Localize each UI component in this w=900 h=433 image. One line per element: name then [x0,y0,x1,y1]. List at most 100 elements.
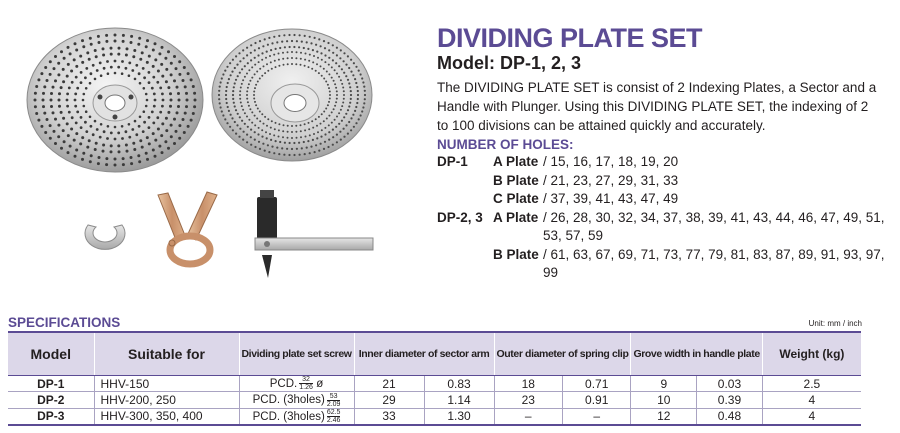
plate-hole [169,61,173,65]
plate-hole [257,54,260,57]
plate-hole [319,142,322,145]
plate-hole [141,130,145,134]
plate-hole [328,131,331,134]
plate-hole [356,93,360,97]
plate-hole [278,153,281,156]
plate-hole [189,78,193,82]
plate-hole [243,122,246,125]
holes-values: / 37, 39, 41, 43, 47, 49 [543,191,679,206]
plate-hole [298,46,301,49]
unit-note: Unit: mm / inch [808,319,862,328]
plate-hole [88,115,92,119]
plate-hole [273,128,276,131]
plate-hole [227,78,230,81]
plate-hole [267,118,270,121]
plate-hole [333,69,336,72]
plate-hole [178,72,182,76]
plate-hole [291,125,293,127]
plate-hole [246,90,249,93]
plate-hole [268,36,271,40]
plate-hole [48,136,52,140]
plate-hole [295,147,298,150]
plate-hole [51,85,55,89]
plate-hole [37,118,41,122]
plate-hole [328,97,331,100]
plate-hole [218,85,221,88]
plate-hole [246,133,249,136]
plate-hole [339,130,342,133]
plate-hole [52,129,56,133]
plate-hole [251,76,254,79]
plate-hole [327,63,330,66]
plate-hole [315,43,318,46]
plate-hole [254,124,257,127]
cell-model: DP-1 [8,375,94,393]
plate-hole [279,140,282,144]
plate-hole [225,101,228,105]
plate-hole [129,41,133,44]
plate-hole [128,61,132,65]
plate-hole [85,130,89,134]
plate-hole [326,83,329,86]
plate-hole [311,49,314,52]
plate-hole [229,113,232,116]
plate-hole [283,153,286,156]
spring-clip [84,224,126,250]
plate-hole [33,105,37,109]
plate-hole [274,47,277,51]
plate-hole [175,85,179,89]
plate-hole [249,51,252,54]
plate-hole [317,115,320,118]
plate-hole [246,54,249,57]
plate-hole [320,135,323,138]
plate-hole [229,74,232,77]
plate-hole [186,124,190,128]
plate-hole [341,105,344,108]
table-row: DP-3 HHV-300, 350, 400 PCD. (3holes) 62.5… [8,408,861,426]
plate-hole [109,46,113,50]
plate-hole [143,120,147,124]
plate-hole [226,65,229,68]
plate-hole [318,38,321,41]
plate-hole [324,126,327,129]
plate-hole [345,112,348,115]
plate-hole [121,163,125,167]
plate-hole [299,124,302,127]
plate-hole [117,150,121,154]
holes-row: C Plate / 37, 39, 41, 43, 47, 49 [437,190,892,209]
plate-hole [81,39,84,43]
plate-hole [325,117,328,120]
plate-hole [317,56,319,59]
plate-hole [286,40,289,43]
plate-hole [94,141,98,145]
plate-hole [224,118,227,121]
plate-hole [242,108,245,111]
plate-hole [105,163,109,167]
plate-hole [145,60,149,64]
plate-hole [271,42,274,45]
plate-hole [335,97,338,100]
plate-hole [239,94,241,96]
plate-hole [330,121,333,124]
plate-hole [241,119,244,122]
holes-model [437,172,493,191]
holes-plate: A Plate [493,154,539,169]
plate-hole [349,90,352,93]
plate-hole [40,72,44,76]
plate-hole [85,67,89,70]
plate-hole [65,122,69,126]
plate-hole [242,49,245,52]
plate-hole [220,110,223,113]
plate-hole [256,70,259,73]
plate-hole [246,46,249,49]
plate-hole [68,144,72,148]
plate-hole [319,122,322,125]
plate-hole [256,80,259,83]
plate-hole [72,138,76,142]
plate-hole [193,91,197,95]
plate-hole [131,69,135,72]
plate-hole [325,80,328,83]
cell-weight: 4 [761,391,861,409]
plate-hole [66,45,70,49]
plate-hole [352,113,355,116]
